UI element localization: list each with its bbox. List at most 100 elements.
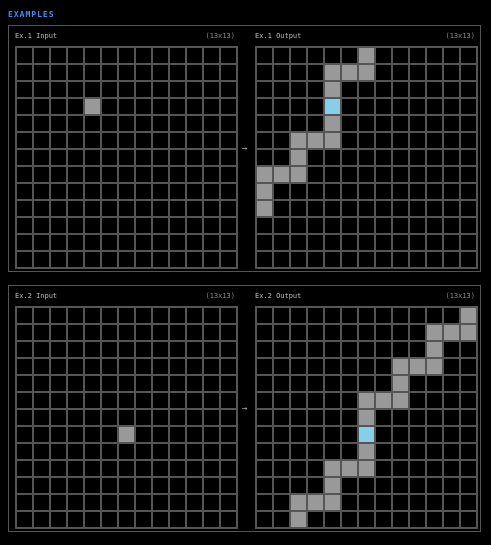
- grid-cell: [325, 116, 340, 131]
- grid-cell: [308, 342, 323, 357]
- grid-cell: [291, 342, 306, 357]
- grid-cell: [153, 48, 168, 63]
- grid-cell: [204, 150, 219, 165]
- grid-cell: [342, 252, 357, 267]
- grid-cell: [461, 167, 476, 182]
- grid-cell: [153, 133, 168, 148]
- grid-cell: [291, 150, 306, 165]
- grid-cell: [34, 461, 49, 476]
- grid-cell: [427, 410, 442, 425]
- grid-cell: [51, 82, 66, 97]
- grid-cell: [291, 495, 306, 510]
- grid-cell: [308, 167, 323, 182]
- grid-cell: [359, 325, 374, 340]
- examples-heading: EXAMPLES: [8, 10, 55, 19]
- grid-cell: [153, 376, 168, 391]
- grid-cell: [325, 184, 340, 199]
- grid-cell: [291, 133, 306, 148]
- grid-cell: [274, 82, 289, 97]
- grid-cell: [102, 376, 117, 391]
- grid-cell: [342, 184, 357, 199]
- grid-cell: [376, 65, 391, 80]
- grid-cell: [325, 427, 340, 442]
- grid-cell: [34, 201, 49, 216]
- grid-cell: [102, 150, 117, 165]
- ex1-input-grid: [15, 46, 238, 269]
- grid-cell: [204, 184, 219, 199]
- grid-cell: [119, 82, 134, 97]
- grid-cell: [308, 48, 323, 63]
- grid-cell: [221, 478, 236, 493]
- grid-cell: [410, 116, 425, 131]
- grid-cell: [410, 308, 425, 323]
- grid-cell: [68, 65, 83, 80]
- grid-cell: [136, 235, 151, 250]
- grid-cell: [274, 167, 289, 182]
- grid-cell: [257, 359, 272, 374]
- grid-cell: [308, 410, 323, 425]
- grid-cell: [359, 512, 374, 527]
- grid-cell: [170, 478, 185, 493]
- grid-cell: [204, 133, 219, 148]
- grid-cell: [68, 512, 83, 527]
- grid-cell: [444, 218, 459, 233]
- grid-cell: [34, 218, 49, 233]
- grid-cell: [257, 252, 272, 267]
- grid-cell: [85, 235, 100, 250]
- grid-cell: [461, 184, 476, 199]
- grid-cell: [274, 133, 289, 148]
- grid-cell: [187, 410, 202, 425]
- grid-cell: [221, 218, 236, 233]
- grid-cell: [444, 133, 459, 148]
- grid-cell: [102, 82, 117, 97]
- grid-cell: [119, 512, 134, 527]
- grid-cell: [34, 427, 49, 442]
- grid-cell: [274, 235, 289, 250]
- grid-cell: [376, 359, 391, 374]
- grid-cell: [461, 461, 476, 476]
- grid-cell: [444, 308, 459, 323]
- grid-cell: [461, 427, 476, 442]
- grid-cell: [461, 376, 476, 391]
- grid-cell: [102, 201, 117, 216]
- grid-cell: [153, 201, 168, 216]
- grid-cell: [325, 444, 340, 459]
- grid-cell: [393, 461, 408, 476]
- grid-cell: [427, 99, 442, 114]
- grid-cell: [221, 82, 236, 97]
- grid-cell: [393, 235, 408, 250]
- grid-cell: [204, 99, 219, 114]
- grid-cell: [85, 376, 100, 391]
- grid-cell: [119, 201, 134, 216]
- grid-cell: [393, 308, 408, 323]
- grid-cell: [204, 495, 219, 510]
- grid-cell: [34, 325, 49, 340]
- grid-cell: [221, 252, 236, 267]
- grid-cell: [376, 99, 391, 114]
- grid-cell: [257, 376, 272, 391]
- grid-cell: [410, 444, 425, 459]
- grid-cell: [68, 325, 83, 340]
- grid-cell: [308, 99, 323, 114]
- grid-cell: [308, 444, 323, 459]
- grid-cell: [359, 235, 374, 250]
- grid-cell: [410, 82, 425, 97]
- grid-cell: [461, 512, 476, 527]
- grid-cell: [119, 99, 134, 114]
- grid-cell: [427, 167, 442, 182]
- grid-cell: [221, 184, 236, 199]
- grid-cell: [461, 99, 476, 114]
- grid-cell: [359, 48, 374, 63]
- grid-cell: [274, 427, 289, 442]
- example-2: Ex.2 Input (13x13) → Ex.2 Output (13x13): [8, 285, 481, 532]
- grid-cell: [187, 427, 202, 442]
- grid-cell: [359, 150, 374, 165]
- grid-cell: [308, 133, 323, 148]
- grid-cell: [204, 359, 219, 374]
- grid-cell: [221, 444, 236, 459]
- grid-cell: [342, 495, 357, 510]
- grid-cell: [410, 235, 425, 250]
- grid-cell: [308, 82, 323, 97]
- grid-cell: [393, 325, 408, 340]
- grid-cell: [119, 308, 134, 323]
